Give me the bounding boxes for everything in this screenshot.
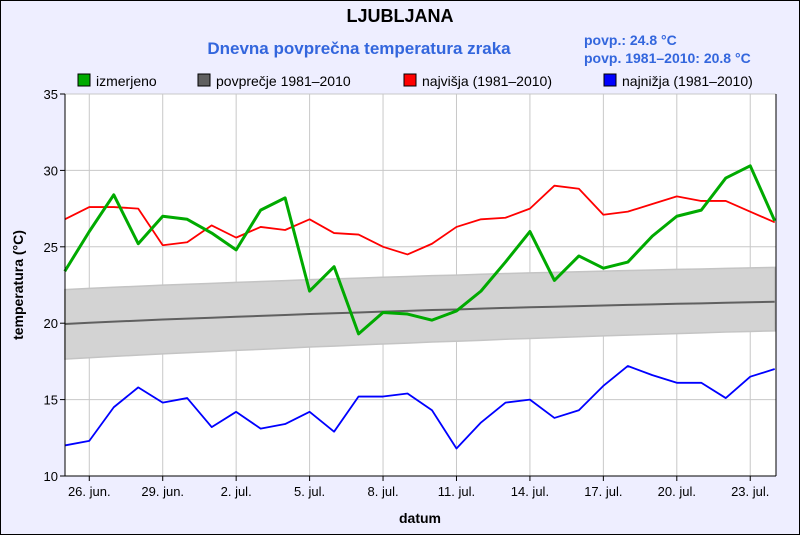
x-tick-label: 29. jun.	[141, 484, 184, 499]
y-tick-label: 10	[44, 469, 58, 484]
legend-swatch	[197, 73, 211, 87]
x-tick-label: 8. jul.	[368, 484, 399, 499]
legend-swatch	[77, 73, 91, 87]
series-line-2	[64, 184, 776, 256]
legend: izmerjeno povprečje 1981–2010 najvišja (19…	[77, 73, 753, 89]
x-tick-label: 17. jul.	[584, 484, 622, 499]
x-tick-label: 26. jun.	[68, 484, 111, 499]
x-axis-label: datum	[399, 510, 441, 526]
measured-average: povp.: 24.8 °C	[584, 32, 677, 48]
x-tick-label: 20. jul.	[658, 484, 696, 499]
normal-range-band	[64, 266, 776, 360]
series-line-1	[64, 300, 775, 325]
x-tick-label: 14. jul.	[511, 484, 549, 499]
y-ticks: 10 15 20 25 30 35	[44, 87, 65, 484]
y-tick-label: 30	[44, 163, 58, 178]
legend-label: povprečje 1981–2010	[216, 73, 351, 89]
y-tick-label: 20	[44, 316, 58, 331]
x-tick-label: 11. jul.	[438, 484, 475, 499]
y-tick-label: 25	[44, 240, 58, 255]
legend-label: izmerjeno	[96, 73, 157, 89]
series-line-0	[63, 164, 777, 336]
y-axis-label: temperatura (°C)	[10, 230, 26, 340]
normal-band	[64, 266, 776, 360]
y-tick-label: 15	[44, 393, 58, 408]
y-tick-label: 35	[44, 87, 58, 102]
series-lines	[63, 164, 777, 450]
x-tick-label: 23. jul.	[731, 484, 769, 499]
chart-subtitle: Dnevna povprečna temperatura zraka	[207, 39, 511, 58]
legend-swatch	[403, 73, 417, 87]
legend-label: najnižja (1981–2010)	[622, 73, 753, 89]
legend-swatch	[603, 73, 617, 87]
x-ticks: 26. jun. 29. jun. 2. jul. 5. jul. 8. jul. 11.…	[68, 476, 769, 499]
chart-title: LJUBLJANA	[346, 6, 453, 26]
normal-average: povp. 1981–2010: 20.8 °C	[584, 50, 751, 66]
x-tick-label: 5. jul.	[294, 484, 325, 499]
series-line-3	[64, 365, 775, 450]
x-tick-label: 2. jul.	[221, 484, 252, 499]
legend-label: najvišja (1981–2010)	[422, 73, 552, 89]
